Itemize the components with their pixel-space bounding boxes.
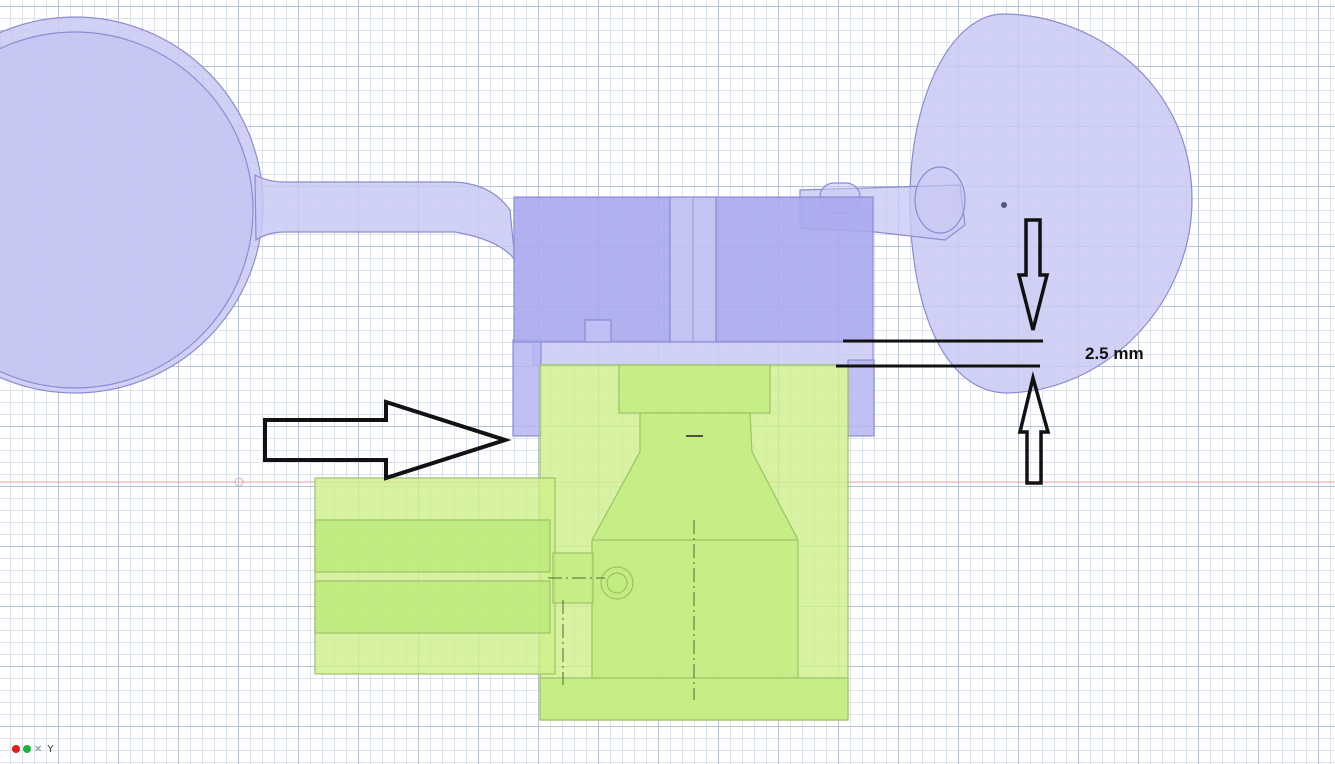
hub-bottom-plate [532,340,874,366]
dimension-arrow-down [1016,218,1050,331]
blue-hub-block [513,196,874,343]
mount-left-arm [314,477,556,675]
blue-cup-arm-body [0,13,1193,437]
left-cup-inner [0,31,254,389]
mount-bolt-head [600,566,634,600]
mount-arm-upper-bar [314,519,551,573]
centerlines [548,520,695,700]
x-axis-red-dot [12,745,20,753]
pointer-arrow-right [263,399,512,481]
hub-skirt-right [847,359,875,437]
hub-left-block [513,196,671,343]
y-axis-green-dot [23,745,31,753]
hub-skirt-left [512,339,542,437]
hub-right-block [715,196,874,343]
dimension-arrow-up [1017,371,1051,485]
mount-top-boss [618,364,771,414]
axis-indicator: ✕ Y [12,740,72,758]
z-axis-gray-marker: ✕ [34,743,43,755]
right-arm-boss [914,166,966,234]
green-mount-body [314,364,849,721]
mount-hole-marker [1001,202,1007,208]
hub-pin [584,319,612,343]
axis-label: Y [47,743,54,755]
left-arm [254,173,516,263]
origin-marker [234,477,244,487]
mount-arm-lower-bar [314,580,551,634]
dimension-label: 2.5 mm [1085,344,1144,363]
